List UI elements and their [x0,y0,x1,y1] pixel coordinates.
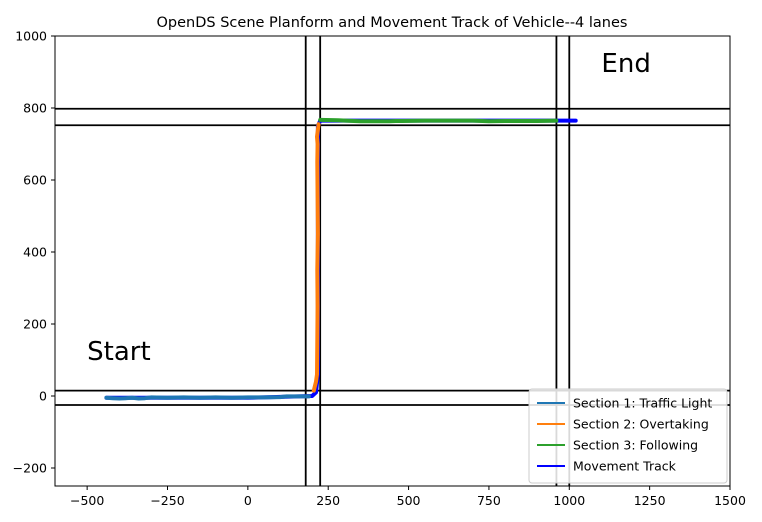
y-tick-label: 200 [23,317,47,332]
x-tick-label: 1500 [714,493,746,508]
annotation-end: End [601,49,650,79]
y-tick-label: 1000 [15,29,47,44]
plot-frame [54,35,731,487]
legend-label: Movement Track [573,459,677,474]
legend-box [528,388,728,484]
x-tick-label: 0 [244,493,252,508]
y-tick-label: 400 [23,245,47,260]
x-tick-label: 500 [397,493,421,508]
series-line-4 [318,117,559,124]
y-tick-label: 600 [23,173,47,188]
y-tick-label: 800 [23,101,47,116]
x-tick-label: 250 [316,493,340,508]
legend-label: Section 2: Overtaking [573,417,709,432]
legend-label: Section 1: Traffic Light [573,396,712,411]
y-tick-label: 0 [39,389,47,404]
legend: Section 1: Traffic Light Section 2: Overt… [528,388,728,484]
x-tick-label: 1250 [634,493,666,508]
series-line-3 [311,122,321,393]
x-tick-label: 1000 [553,493,585,508]
series-line-2 [104,394,311,401]
legend-label: Section 3: Following [573,438,698,453]
chart-title: OpenDS Scene Planform and Movement Track… [157,15,628,31]
x-tick-label: −500 [70,493,104,508]
series-line-1 [104,118,578,400]
x-tick-label: 750 [477,493,501,508]
x-tick-label: −250 [150,493,184,508]
y-tick-label: −200 [13,461,47,476]
annotation-start: Start [87,337,151,367]
